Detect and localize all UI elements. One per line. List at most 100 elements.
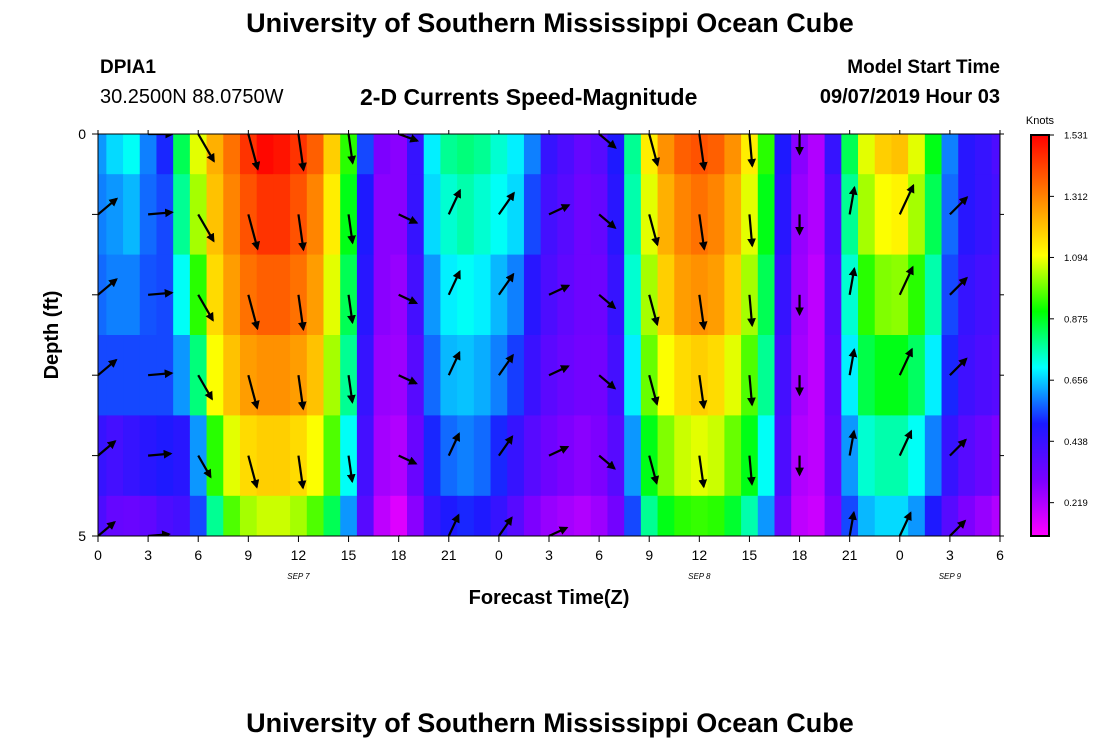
heatmap-cell — [724, 174, 742, 256]
heatmap-cell — [106, 134, 124, 175]
heatmap-cell — [824, 335, 842, 416]
heatmap-cell — [156, 335, 174, 416]
current-vector-arrow — [648, 374, 660, 406]
colorbar-tick-label: 0.656 — [1064, 376, 1088, 387]
heatmap-cell — [373, 134, 391, 175]
heatmap-cell — [473, 254, 492, 336]
heatmap-cell — [123, 254, 141, 336]
heatmap-cell — [457, 254, 475, 336]
heatmap-cell — [774, 415, 792, 497]
heatmap-cell — [941, 415, 959, 497]
current-vector-arrow — [848, 348, 858, 376]
current-vector-arrow — [297, 375, 307, 411]
heatmap-cell — [407, 335, 425, 416]
heatmap-cell — [106, 495, 124, 536]
current-vector-arrow — [148, 369, 174, 379]
heatmap-cell — [156, 134, 174, 175]
heatmap-cell — [674, 134, 692, 175]
heatmap-cell — [423, 254, 442, 336]
heatmap-cell — [958, 335, 976, 416]
colorbar-tick-label: 0.875 — [1064, 314, 1088, 325]
heatmap-cell — [774, 254, 792, 336]
heatmap-cell — [557, 174, 575, 256]
current-vector-arrow — [398, 535, 402, 536]
heatmap-cell — [106, 174, 124, 256]
current-vector-arrow — [899, 134, 901, 135]
heatmap-cell — [373, 335, 391, 416]
current-vector-arrow — [497, 191, 515, 216]
current-vector-arrow — [98, 520, 116, 536]
heatmap-cell — [507, 254, 525, 336]
heatmap-cell — [908, 415, 926, 497]
heatmap-cell — [607, 174, 625, 256]
current-vector-arrow — [398, 213, 419, 224]
current-vector-arrow — [548, 365, 570, 377]
heatmap-cell — [490, 415, 508, 497]
heatmap-cell — [958, 174, 976, 256]
heatmap-cell — [841, 415, 859, 497]
heatmap-cell — [874, 335, 893, 416]
heatmap-cell — [173, 254, 191, 336]
heatmap-cell — [974, 254, 993, 336]
heatmap-cell — [206, 495, 224, 536]
heatmap-cell — [106, 254, 124, 336]
heatmap-cell — [724, 134, 742, 175]
current-vector-arrow — [698, 294, 708, 331]
heatmap-cell — [707, 134, 725, 175]
heatmap-cell — [724, 495, 742, 536]
heatmap-cell — [874, 134, 893, 175]
heatmap-cell — [757, 174, 776, 256]
heatmap-cell — [223, 254, 241, 336]
heatmap-cell — [757, 415, 776, 497]
heatmap-cell — [223, 134, 241, 175]
x-tick-label: 12 — [291, 547, 307, 563]
heatmap-cell — [607, 415, 625, 497]
current-vector-arrow — [346, 455, 356, 484]
current-vector-arrow — [949, 438, 967, 457]
heatmap-cell — [473, 415, 492, 497]
heatmap-cell — [807, 134, 826, 175]
model-start-label: Model Start Time — [847, 57, 1000, 78]
heatmap-cell — [624, 495, 642, 536]
current-vector-arrow — [197, 294, 214, 322]
current-vector-arrow — [247, 374, 260, 410]
heatmap-cell — [891, 495, 909, 536]
heatmap-cell — [924, 495, 943, 536]
heatmap-cell — [490, 495, 508, 536]
heatmap-cell — [657, 415, 675, 497]
current-vector-arrow — [949, 357, 968, 376]
heatmap-cell — [407, 174, 425, 256]
heatmap-cell — [557, 335, 575, 416]
heatmap-cell — [98, 415, 107, 497]
heatmap-cell — [574, 134, 592, 175]
heatmap-cell — [707, 495, 725, 536]
heatmap-cell — [657, 254, 675, 336]
heatmap-cell — [774, 174, 792, 256]
current-vector-arrow — [598, 374, 617, 390]
heatmap-cell — [891, 335, 909, 416]
heatmap-cell — [924, 335, 943, 416]
heatmap-cell — [874, 415, 893, 497]
x-tick-label: 21 — [842, 547, 858, 563]
heatmap-cell — [858, 134, 876, 175]
heatmap-cell — [974, 415, 993, 497]
y-tick-label: 0 — [78, 126, 86, 142]
heatmap-cell — [807, 335, 826, 416]
heatmap-cell — [607, 335, 625, 416]
colorbar-tick-label: 1.531 — [1064, 131, 1088, 142]
heatmap-cell — [574, 335, 592, 416]
day-label: SEP 7 — [287, 572, 310, 581]
heatmap-cell — [507, 415, 525, 497]
heatmap-cell — [824, 254, 842, 336]
heatmap-cell — [256, 335, 274, 416]
heatmap-cell — [390, 134, 408, 175]
current-vector-arrow — [497, 435, 514, 457]
current-vector-arrow — [898, 429, 913, 457]
heatmap-cell — [640, 495, 659, 536]
heatmap-cell — [223, 174, 241, 256]
current-vector-arrow — [999, 534, 1000, 536]
current-vector-arrow — [648, 134, 660, 167]
heatmap-cell — [991, 415, 1000, 497]
heatmap-cell — [273, 254, 291, 336]
heatmap-cell — [624, 134, 642, 175]
